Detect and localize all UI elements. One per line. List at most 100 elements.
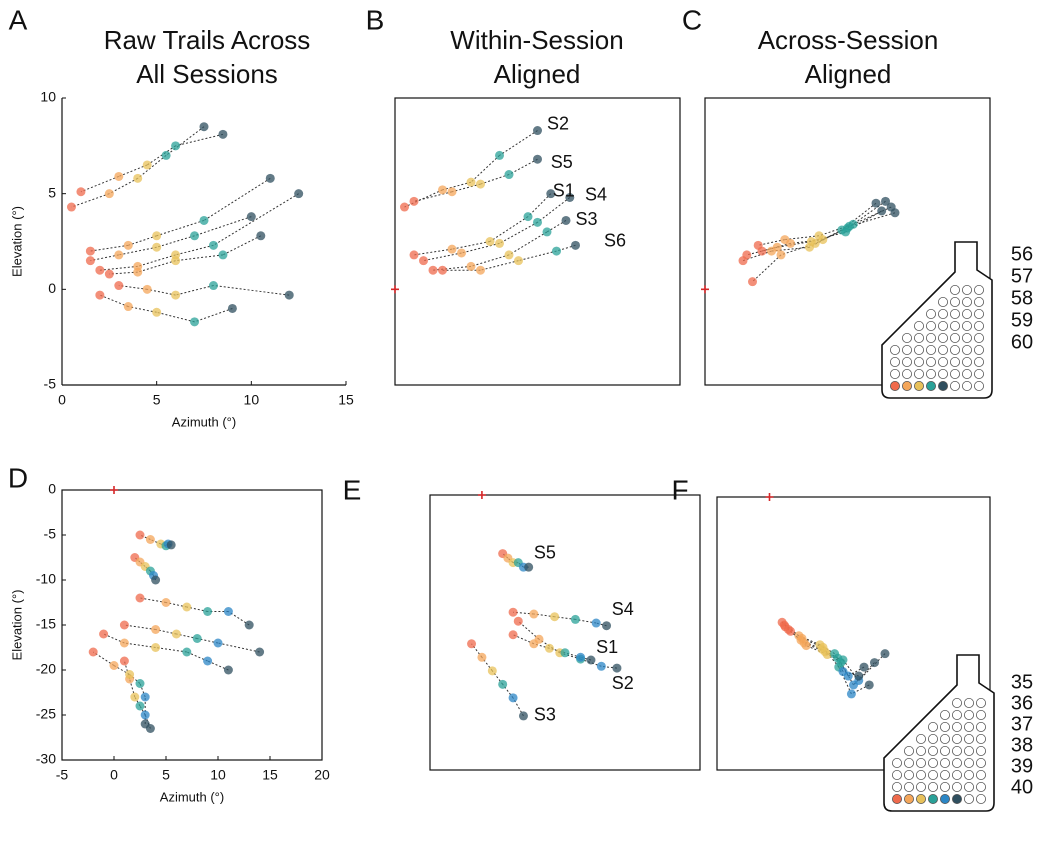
panel-letter: A bbox=[9, 4, 28, 35]
trail-segment bbox=[413, 191, 453, 202]
trail-segment bbox=[758, 239, 785, 246]
data-point bbox=[859, 662, 869, 672]
data-point bbox=[776, 250, 786, 260]
trail-segment bbox=[128, 235, 157, 246]
origin-mark bbox=[477, 491, 486, 499]
data-point bbox=[838, 655, 848, 665]
probe-site bbox=[962, 320, 973, 331]
trail-segment bbox=[146, 145, 176, 166]
probe-site bbox=[914, 368, 925, 379]
data-point bbox=[88, 647, 98, 657]
data-point bbox=[586, 655, 596, 665]
probe-site bbox=[964, 746, 975, 757]
annotation: S5 bbox=[534, 542, 556, 562]
plot-frame bbox=[61, 489, 323, 761]
probe-site bbox=[904, 782, 915, 793]
trail-segment bbox=[71, 193, 110, 208]
data-point bbox=[518, 711, 528, 721]
data-point bbox=[130, 692, 140, 702]
data-point bbox=[409, 196, 419, 206]
y-tick-label: -5 bbox=[44, 376, 57, 392]
data-point bbox=[498, 679, 508, 689]
probe-site bbox=[928, 746, 939, 757]
probe-site bbox=[892, 758, 903, 769]
data-point bbox=[123, 240, 133, 250]
legend-entry: 57 bbox=[1011, 265, 1033, 287]
trail-segment bbox=[471, 643, 483, 658]
data-point bbox=[466, 177, 476, 187]
data-point bbox=[140, 710, 150, 720]
probe-site bbox=[914, 332, 925, 343]
probe-site bbox=[926, 356, 937, 367]
data-point bbox=[533, 217, 542, 227]
data-point bbox=[533, 126, 542, 136]
probe-site bbox=[976, 794, 987, 805]
data-point bbox=[114, 250, 124, 260]
probe-site bbox=[928, 758, 939, 769]
probe-site bbox=[962, 308, 973, 319]
data-point bbox=[109, 661, 119, 670]
trail-segment bbox=[451, 183, 481, 193]
trail-segment bbox=[99, 294, 129, 308]
probe-site bbox=[902, 332, 913, 343]
x-tick-label: 5 bbox=[162, 767, 170, 783]
data-point bbox=[550, 612, 560, 622]
probe-site bbox=[962, 344, 973, 355]
probe-site bbox=[974, 284, 985, 295]
annotation: S3 bbox=[534, 705, 556, 725]
data-point bbox=[476, 265, 485, 275]
probe-site bbox=[950, 284, 961, 295]
x-tick-label: -5 bbox=[56, 767, 69, 783]
x-axis-label: Azimuth (°) bbox=[172, 414, 236, 429]
probe-site bbox=[902, 344, 913, 355]
y-tick-label: -20 bbox=[36, 661, 56, 677]
data-point bbox=[119, 638, 129, 648]
data-point bbox=[838, 667, 848, 677]
probe-site bbox=[916, 782, 927, 793]
probe-site bbox=[974, 308, 985, 319]
data-point bbox=[571, 240, 580, 250]
trail-segment bbox=[527, 193, 552, 217]
data-point bbox=[203, 607, 213, 616]
probe-site bbox=[914, 344, 925, 355]
probe-site bbox=[952, 722, 963, 733]
probe-site bbox=[950, 344, 961, 355]
trail-segment bbox=[461, 242, 500, 254]
trail-segment bbox=[203, 177, 271, 221]
trail-segment bbox=[165, 126, 205, 156]
data-point bbox=[602, 621, 612, 631]
probe-site bbox=[940, 746, 951, 757]
trail-segment bbox=[761, 242, 791, 252]
x-tick-label: 15 bbox=[338, 392, 354, 408]
data-point bbox=[738, 256, 748, 266]
plot-frame bbox=[394, 97, 681, 386]
trail-segment bbox=[518, 250, 557, 262]
data-point bbox=[76, 187, 86, 197]
panel-title: All Sessions bbox=[136, 59, 278, 89]
legend-entry: 35 bbox=[1011, 671, 1033, 693]
legend-entry: 56 bbox=[1011, 243, 1033, 265]
probe-site bbox=[952, 770, 963, 781]
data-point bbox=[447, 187, 457, 197]
trail-segment bbox=[470, 254, 510, 267]
trail-segment bbox=[508, 158, 538, 175]
probe-site bbox=[940, 722, 951, 733]
probe-site bbox=[974, 356, 985, 367]
data-point bbox=[152, 231, 162, 241]
data-point bbox=[818, 642, 828, 652]
probe-site bbox=[976, 770, 987, 781]
y-tick-label: 0 bbox=[48, 280, 56, 296]
panel: D -5 0 5 10 15 20 -30 -25 -20 -15 -10 -5 0 Azimuth (°)… bbox=[8, 462, 330, 804]
legend-entry: 39 bbox=[1011, 755, 1033, 777]
data-point bbox=[612, 663, 622, 673]
data-point bbox=[533, 154, 542, 164]
data-point bbox=[487, 666, 497, 676]
probe-site bbox=[890, 344, 901, 355]
panel-letter: E bbox=[343, 474, 362, 505]
probe-site bbox=[928, 794, 939, 805]
data-point bbox=[135, 593, 145, 603]
data-point bbox=[145, 724, 155, 733]
y-axis-label: Elevation (°) bbox=[9, 590, 24, 661]
data-point bbox=[534, 634, 544, 644]
